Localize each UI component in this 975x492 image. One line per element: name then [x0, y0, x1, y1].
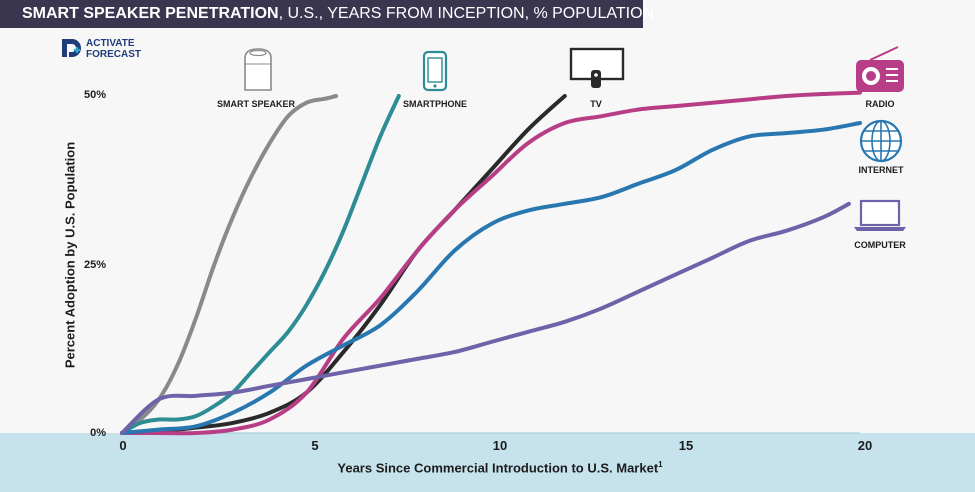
- chart-title-bar: SMART SPEAKER PENETRATION, U.S., YEARS F…: [0, 0, 654, 28]
- x-axis-label-text: Years Since Commercial Introduction to U…: [337, 460, 659, 476]
- x-tick-label: 15: [678, 438, 694, 453]
- logo-text: ACTIVATE FORECAST: [86, 38, 141, 60]
- x-tick-label: 0: [119, 438, 127, 453]
- activate-logo-icon: [62, 39, 81, 57]
- smartphone-icon: [422, 50, 448, 92]
- chart-title-bold: SMART SPEAKER PENETRATION: [22, 5, 279, 22]
- x-axis-footnote: 1: [658, 460, 663, 469]
- x-axis-label: Years Since Commercial Introduction to U…: [250, 460, 750, 475]
- tv-icon: [569, 47, 625, 88]
- y-axis-label: Percent Adoption by U.S. Population: [62, 141, 78, 369]
- computer-label: COMPUTER: [854, 240, 906, 250]
- x-tick-label: 10: [492, 438, 508, 453]
- globe-icon: [859, 119, 903, 163]
- y-tick-label: 50%: [83, 89, 106, 101]
- internet-series-line: [120, 121, 862, 435]
- y-tick-label: 0%: [90, 427, 106, 439]
- radio-label: RADIO: [865, 99, 895, 109]
- radio-icon: [856, 46, 904, 92]
- computer-series-line: [120, 201, 851, 435]
- tv-series-line: [120, 94, 567, 435]
- internet-label: INTERNET: [858, 165, 904, 175]
- series-layer: [120, 90, 862, 436]
- logo-line-2: FORECAST: [86, 49, 141, 60]
- smart-speaker-label: SMART SPEAKER: [216, 99, 296, 109]
- smart-speaker-series-line: [120, 94, 338, 435]
- radio-series-line: [120, 90, 862, 436]
- smartphone-series-line: [120, 94, 401, 435]
- smartphone-label: SMARTPHONE: [402, 99, 468, 109]
- laptop-icon: [854, 199, 906, 231]
- smart-speaker-icon: [244, 48, 272, 91]
- y-tick-label: 25%: [83, 259, 106, 271]
- chart-title-rest: , U.S., YEARS FROM INCEPTION, % POPULATI…: [278, 5, 655, 22]
- x-tick-label: 20: [857, 438, 873, 453]
- logo-line-1: ACTIVATE: [86, 38, 135, 49]
- tv-label: TV: [590, 99, 602, 109]
- x-axis-band: [0, 433, 975, 492]
- x-tick-label: 5: [311, 438, 319, 453]
